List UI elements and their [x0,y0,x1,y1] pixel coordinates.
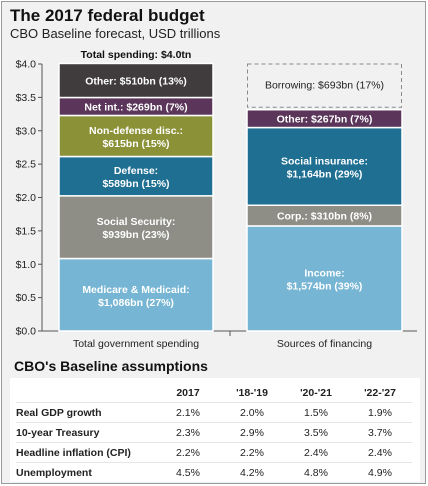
financing-bar-segment [246,225,403,332]
table-cell: 3.5% [284,422,348,443]
financing-bar-segment [246,126,403,206]
y-tick-label: $0.0 [16,326,37,338]
budget-chart: $0.0 $0.5 $1.0 $1.5 $2.0 $2.5 $3.0 $3.5 $4.0 Tota… [16,49,417,350]
x-tick-label: Sources of financing [277,338,372,350]
spending-segment-label: Defense: [114,165,158,177]
table-cell: 4.8% [284,462,348,482]
table-row: 10-year Treasury 2.3% 2.9% 3.5% 3.7% [16,422,412,443]
y-tick-label: $2.0 [16,192,37,204]
chart-title: The 2017 federal budget [10,6,205,25]
row-label: Unemployment [16,462,156,482]
financing-segment-label: Other: $267bn (7%) [277,114,373,126]
chart-subtitle: CBO Baseline forecast, USD trillions [10,26,221,41]
spending-segment-label: Medicare & Medicaid: [82,284,189,296]
spending-segment-label: Non-defense disc.: [89,125,183,137]
table-row: Real GDP growth 2.1% 2.0% 1.5% 1.9% [16,402,412,423]
spending-segment-value: $615bn (15%) [102,138,169,150]
table-cell: 2.1% [156,402,220,423]
table-row: Headline inflation (CPI) 2.2% 2.2% 2.4% … [16,442,412,463]
table-cell: 2.4% [284,442,348,463]
total-spending-annotation: Total spending: $4.0tn [81,49,192,61]
y-tick-label: $0.5 [16,292,37,304]
spending-segment-value: $1,086bn (27%) [98,297,174,309]
financing-segment-label: Income: [304,267,344,279]
row-label: Headline inflation (CPI) [16,442,156,463]
assumptions-header-row: 2017 '18-'19 '20-'21 '22-'27 [16,384,412,403]
y-tick-label: $2.5 [16,159,37,171]
y-tick-label: $1.0 [16,259,37,271]
header-col-22-27: '22-'27 [364,387,396,399]
spending-bar-segment [58,62,214,99]
financing-segment-label: Social insurance: [281,155,368,167]
header-col-2017: 2017 [176,387,200,399]
financing-segment-value: $1,164bn (29%) [287,168,363,180]
table-cell: 2.2% [220,442,284,463]
table-cell: 2.3% [156,422,220,443]
financing-segment-value: $1,574bn (39%) [287,280,363,292]
table-cell: 2.2% [156,442,220,463]
table-cell: 4.5% [156,462,220,482]
spending-segment-value: $589bn (15%) [102,178,169,190]
table-cell: 2.0% [220,402,284,423]
borrowing-label: Borrowing: $693bn (17%) [265,80,384,92]
table-cell: 1.9% [348,402,412,423]
table-cell: 4.9% [348,462,412,482]
assumptions-title: CBO's Baseline assumptions [14,358,208,374]
assumptions-table-box: 2017 '18-'19 '20-'21 '22-'27 Real GDP gr… [10,378,420,482]
y-tick-label: $3.0 [16,125,37,137]
table-row: Unemployment 4.5% 4.2% 4.8% 4.9% [16,462,412,482]
spending-segment-label: Other: $510bn (13%) [85,75,187,87]
assumptions-table: 2017 '18-'19 '20-'21 '22-'27 Real GDP gr… [16,384,412,482]
y-tick-label: $3.5 [16,92,37,104]
header-empty [16,384,156,403]
y-tick-label: $1.5 [16,225,37,237]
financing-bar-segment [246,108,403,129]
borrowing-box [247,63,402,108]
y-tick-label: $4.0 [16,59,37,71]
table-cell: 2.4% [348,442,412,463]
spending-segment-label: Net int.: $269bn (7%) [84,101,187,113]
table-cell: 1.5% [284,402,348,423]
header-col-18-19: '18-'19 [236,387,268,399]
x-tick-label: Total government spending [73,338,199,350]
row-label: 10-year Treasury [16,422,156,443]
spending-segment-value: $939bn (23%) [102,229,169,241]
financing-segment-label: Corp.: $310bn (8%) [277,211,372,223]
row-label: Real GDP growth [16,402,156,423]
table-cell: 3.7% [348,422,412,443]
table-cell: 4.2% [220,462,284,482]
table-cell: 2.9% [220,422,284,443]
header-col-20-21: '20-'21 [300,387,332,399]
spending-bar-segment [58,257,214,332]
spending-segment-label: Social Security: [97,216,176,228]
